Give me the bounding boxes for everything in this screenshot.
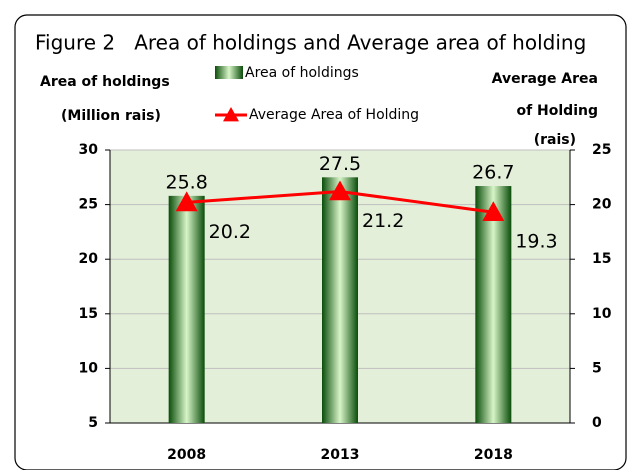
x-tick-label: 2013 xyxy=(321,447,360,463)
bar xyxy=(475,186,512,423)
line-value-label: 19.3 xyxy=(515,231,557,253)
legend-swatch xyxy=(223,107,239,122)
y2-axis-title: Average Area xyxy=(492,71,598,87)
y2-tick-label: 10 xyxy=(592,306,612,322)
y-tick-label: 20 xyxy=(79,251,99,267)
y2-axis-title: of Holding xyxy=(516,103,598,119)
line-marker xyxy=(482,201,505,222)
y-axis-title: (Million rais) xyxy=(61,108,161,124)
y2-tick-label: 25 xyxy=(592,142,611,158)
y2-tick-label: 0 xyxy=(592,415,602,431)
bar-value-label: 27.5 xyxy=(319,153,361,175)
bar xyxy=(322,177,358,423)
legend-label: Area of holdings xyxy=(245,65,359,81)
line-marker xyxy=(329,180,351,201)
y-tick-label: 15 xyxy=(79,306,98,322)
y-tick-label: 5 xyxy=(88,415,98,431)
y2-tick-label: 20 xyxy=(592,197,612,213)
y-tick-label: 25 xyxy=(79,197,98,213)
y-axis-title: Area of holdings xyxy=(40,74,170,90)
bar-value-label: 26.7 xyxy=(472,162,514,184)
y-tick-label: 30 xyxy=(79,142,99,158)
y2-tick-label: 15 xyxy=(592,251,611,267)
y2-tick-label: 5 xyxy=(592,360,602,376)
y-tick-label: 10 xyxy=(79,360,99,376)
bar xyxy=(168,195,205,423)
line-marker xyxy=(175,191,198,212)
legend-label: Average Area of Holding xyxy=(249,107,419,123)
chart-title: Figure 2 Area of holdings and Average ar… xyxy=(35,31,586,55)
bar-value-label: 25.8 xyxy=(166,171,208,193)
y2-axis-title: (rais) xyxy=(534,132,576,148)
x-tick-label: 2008 xyxy=(167,447,206,463)
legend-swatch xyxy=(215,66,243,79)
line-value-label: 21.2 xyxy=(362,210,404,232)
x-tick-label: 2018 xyxy=(474,447,513,463)
line-value-label: 20.2 xyxy=(209,221,251,243)
